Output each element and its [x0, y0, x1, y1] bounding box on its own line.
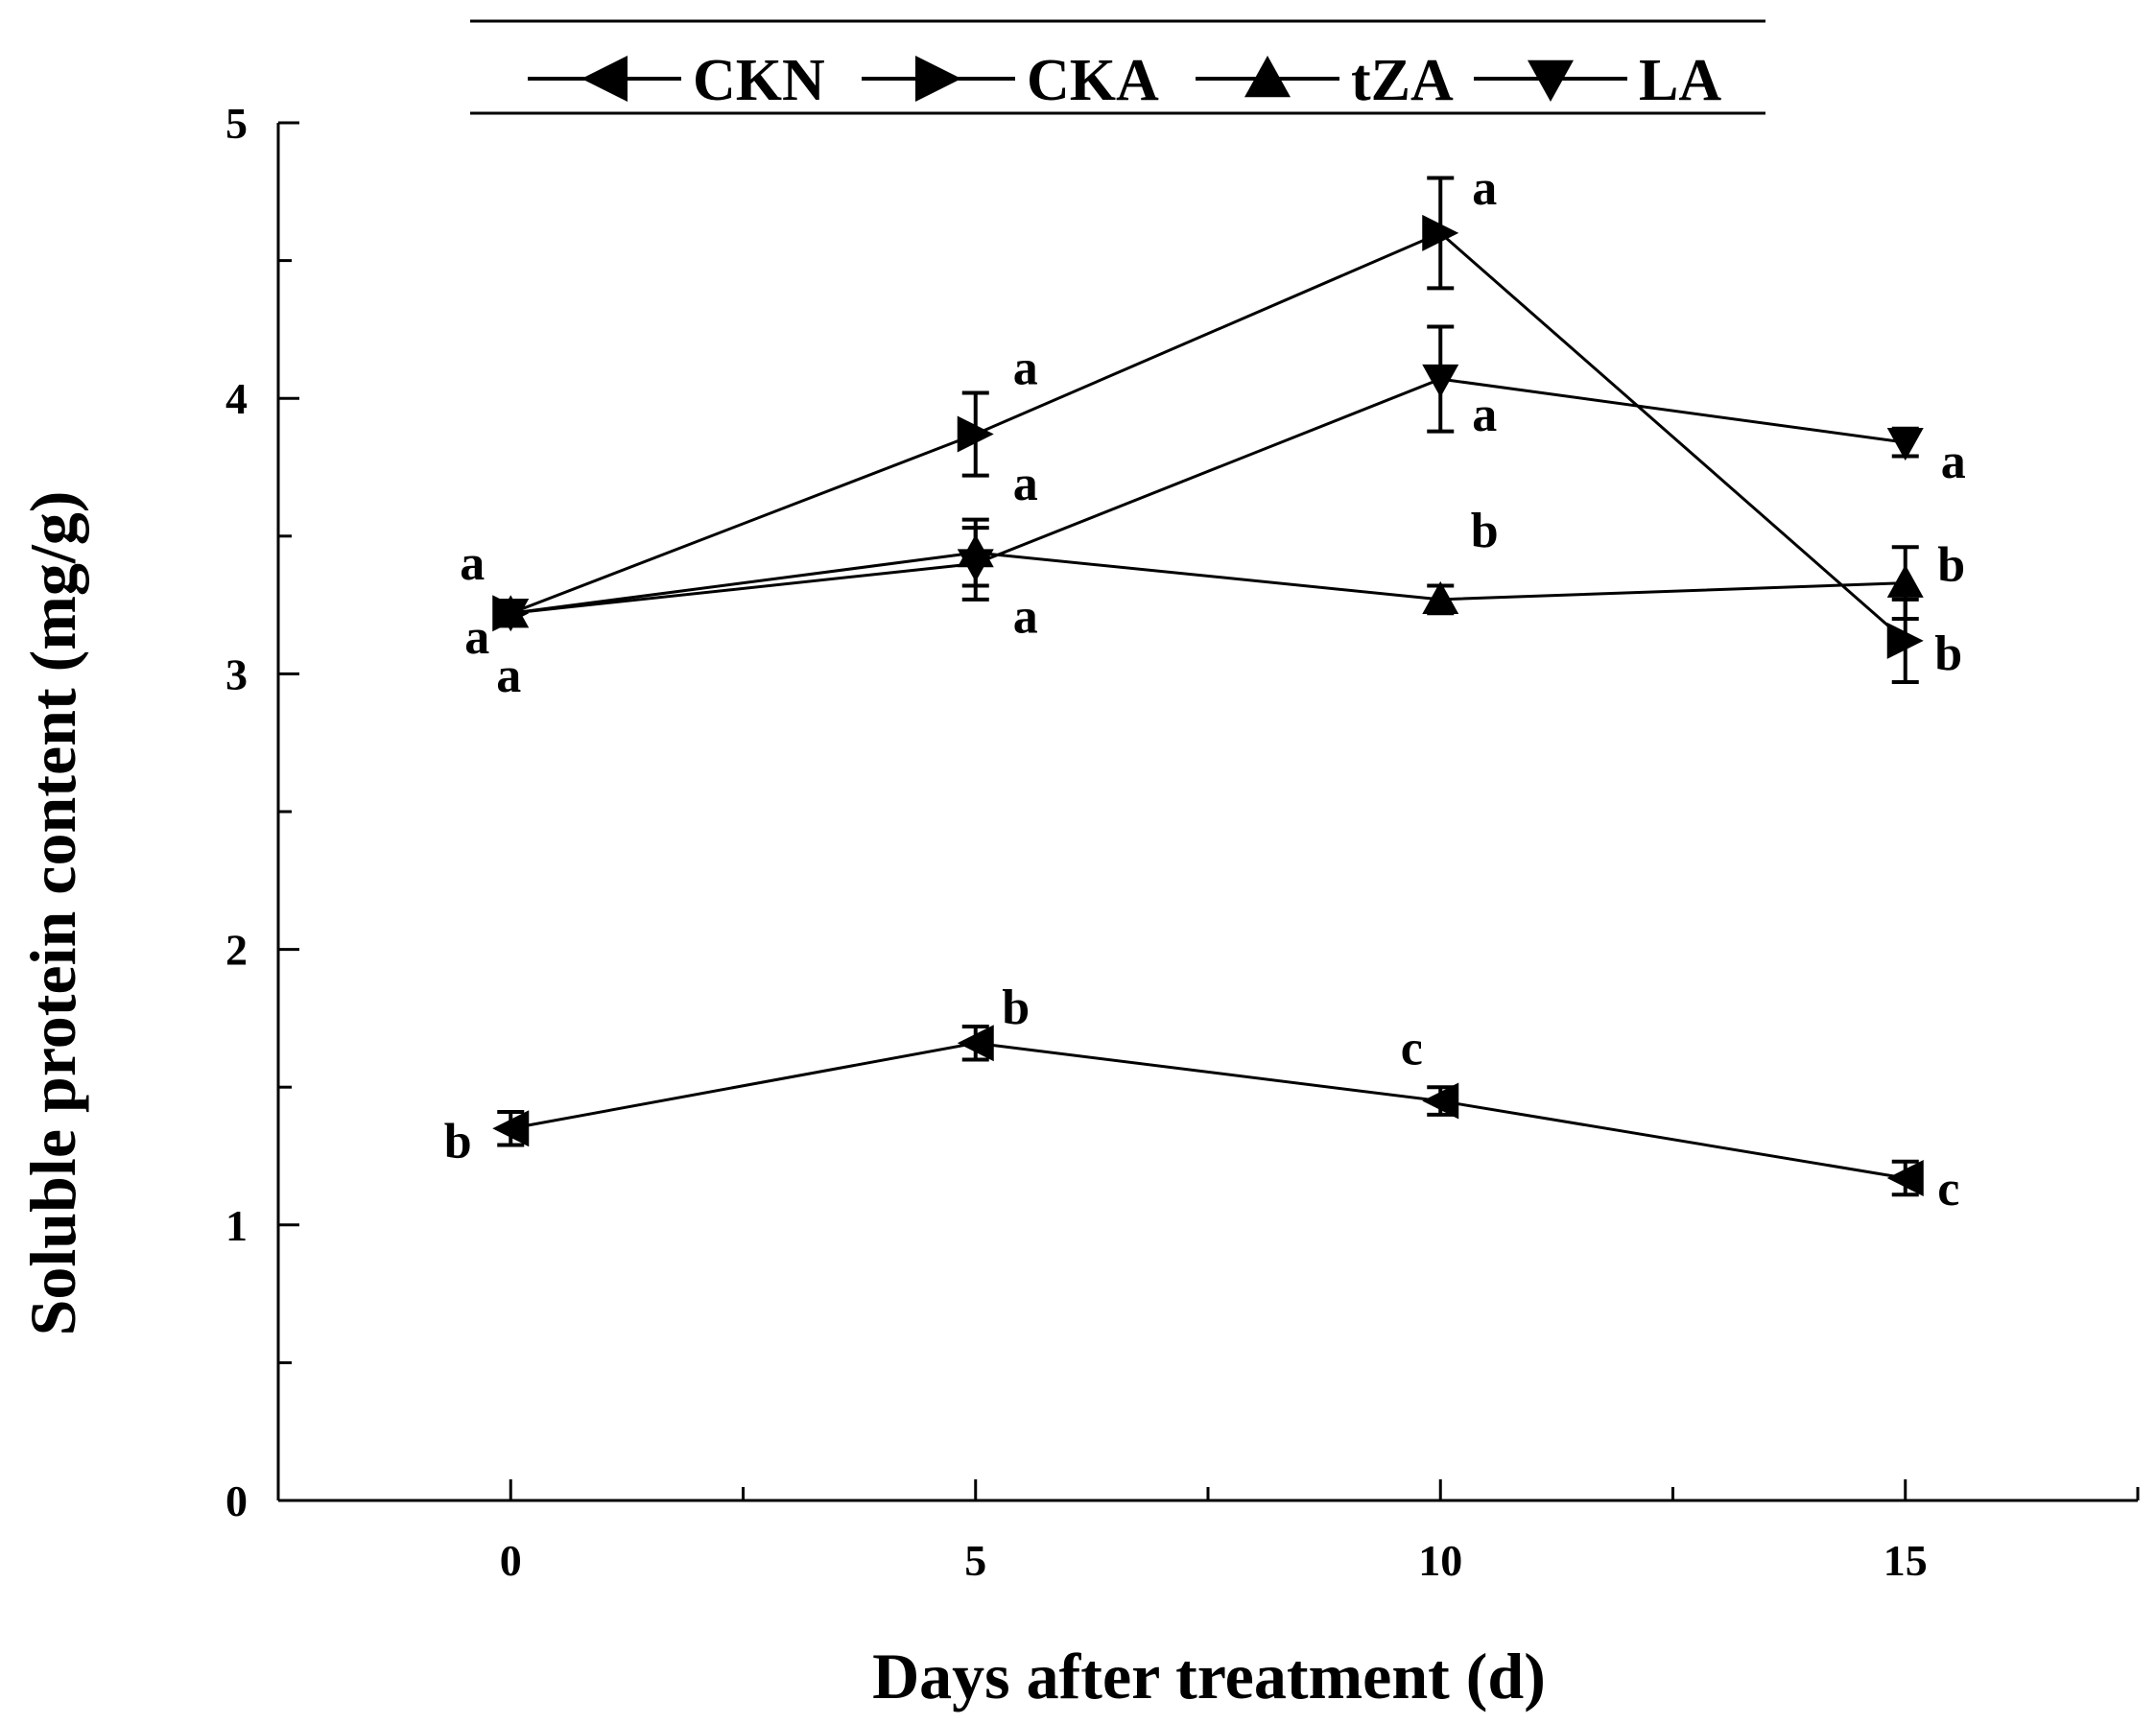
- legend-label: tZA: [1351, 48, 1454, 113]
- significance-letter: a: [1941, 435, 1966, 489]
- significance-letter: a: [1472, 388, 1497, 442]
- data-point: [957, 549, 994, 582]
- significance-letter: a: [1013, 342, 1038, 396]
- series-line: [510, 551, 1906, 615]
- series-line: [509, 1041, 1906, 1180]
- y-tick-label: 5: [225, 99, 248, 148]
- y-tick-label: 1: [225, 1201, 248, 1250]
- significance-letter: b: [444, 1114, 472, 1169]
- legend-item-la: LA: [1474, 48, 1721, 113]
- series-ckn: b b c c: [444, 980, 1960, 1216]
- series-la: a a a a: [492, 324, 1966, 703]
- significance-letter: a: [1013, 590, 1038, 645]
- significance-letter: a: [464, 610, 489, 665]
- data-point: [1422, 214, 1459, 251]
- series-tza: a a b b: [460, 457, 1965, 628]
- x-tick-label: 10: [1418, 1536, 1462, 1585]
- legend-item-tza: tZA: [1196, 48, 1454, 113]
- data-point: [957, 415, 994, 453]
- y-tick-label: 3: [225, 649, 248, 698]
- data-point: [1886, 427, 1924, 461]
- data-point: [1886, 564, 1924, 598]
- series-line: [509, 231, 1907, 643]
- data-point: [1886, 1159, 1924, 1196]
- significance-letter: b: [1937, 538, 1965, 593]
- legend: CKN CKA tZA LA: [528, 48, 1721, 113]
- x-tick-label: 5: [964, 1536, 986, 1585]
- y-tick-label: 0: [225, 1476, 248, 1525]
- y-tick-label: 4: [225, 374, 248, 423]
- data-point: [492, 599, 530, 632]
- series-line: [510, 377, 1906, 615]
- data-point: [1422, 580, 1459, 615]
- legend-label: CKA: [1027, 48, 1159, 113]
- significance-letter: c: [1401, 1022, 1423, 1076]
- significance-letter: b: [1934, 626, 1962, 681]
- significance-letter: a: [1013, 457, 1038, 511]
- x-axis-ticks: 0 5 10 15: [500, 1479, 2140, 1585]
- data-point: [492, 1110, 530, 1147]
- series-cka: a a a b: [464, 161, 1962, 685]
- y-tick-label: 2: [225, 926, 248, 975]
- legend-marker-triangle-right: [915, 56, 961, 102]
- x-axis-title: Days after treatment (d): [872, 1640, 1546, 1712]
- data-point: [1422, 364, 1459, 398]
- legend-item-ckn: CKN: [528, 48, 825, 113]
- significance-letter: b: [1471, 504, 1499, 558]
- significance-letter: b: [1002, 980, 1030, 1035]
- significance-letter: c: [1937, 1162, 1959, 1216]
- legend-label: LA: [1639, 48, 1721, 113]
- legend-marker-triangle-left: [581, 56, 628, 102]
- legend-marker-triangle-up: [1244, 56, 1291, 98]
- x-tick-label: 0: [500, 1536, 522, 1585]
- legend-marker-triangle-down: [1528, 59, 1574, 102]
- data-point: [1422, 1082, 1459, 1120]
- y-axis-title: Soluble protein content (mg/g): [16, 491, 89, 1336]
- data-point: [1886, 622, 1924, 659]
- data-point: [957, 1025, 994, 1062]
- legend-item-cka: CKA: [862, 48, 1159, 113]
- y-axis-ticks: 0 1 2 3 4 5: [225, 99, 299, 1525]
- significance-letter: a: [460, 536, 485, 591]
- x-tick-label: 15: [1884, 1536, 1928, 1585]
- significance-letter: a: [1472, 161, 1497, 216]
- significance-letter: a: [496, 649, 521, 703]
- legend-label: CKN: [693, 48, 825, 113]
